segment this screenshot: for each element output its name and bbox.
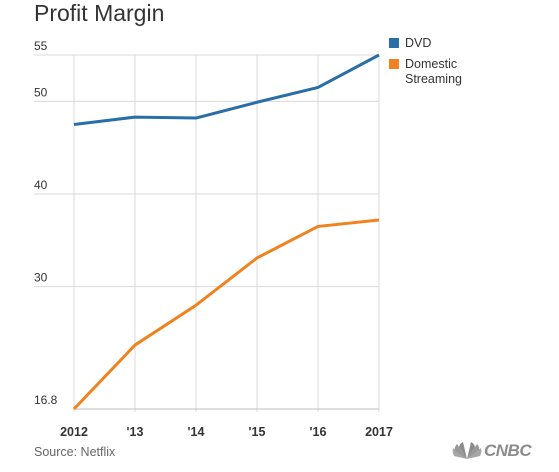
y-tick-label: 55 [34,39,48,53]
cnbc-logo: CNBC [450,441,532,461]
chart-title: Profit Margin [34,0,165,26]
x-tick-label: '13 [127,425,144,439]
series-line-dvd [73,53,380,126]
y-tick-label: 30 [34,271,48,285]
y-tick-label: 50 [34,85,48,99]
series-layer [72,53,380,411]
legend-item-domestic-streaming: Domestic Streaming [389,57,477,87]
legend-item-dvd: DVD [389,36,477,51]
grid-layer [34,54,380,412]
legend-swatch-domestic-streaming [389,59,399,69]
y-tick-label: 40 [34,178,48,192]
x-tick-label: '14 [188,425,205,439]
x-tick-label: '16 [310,425,327,439]
x-tick-label: 2017 [365,425,393,439]
x-tick-label: 2012 [60,425,88,439]
y-tick-label: 16.8 [34,393,58,407]
legend: DVD Domestic Streaming [389,36,477,93]
legend-swatch-dvd [389,38,399,48]
logo-text: CNBC [484,441,532,460]
legend-label-domestic-streaming: Domestic Streaming [405,57,462,86]
x-tick-label: '15 [249,425,266,439]
legend-label-dvd: DVD [405,36,432,50]
series-line-domestic-streaming [72,218,380,411]
peacock-icon [452,442,482,459]
label-layer: 55 50 40 30 16.8 2012 '13 '14 '15 '16 2017 [34,39,393,439]
source-note: Source: Netflix [34,445,116,459]
